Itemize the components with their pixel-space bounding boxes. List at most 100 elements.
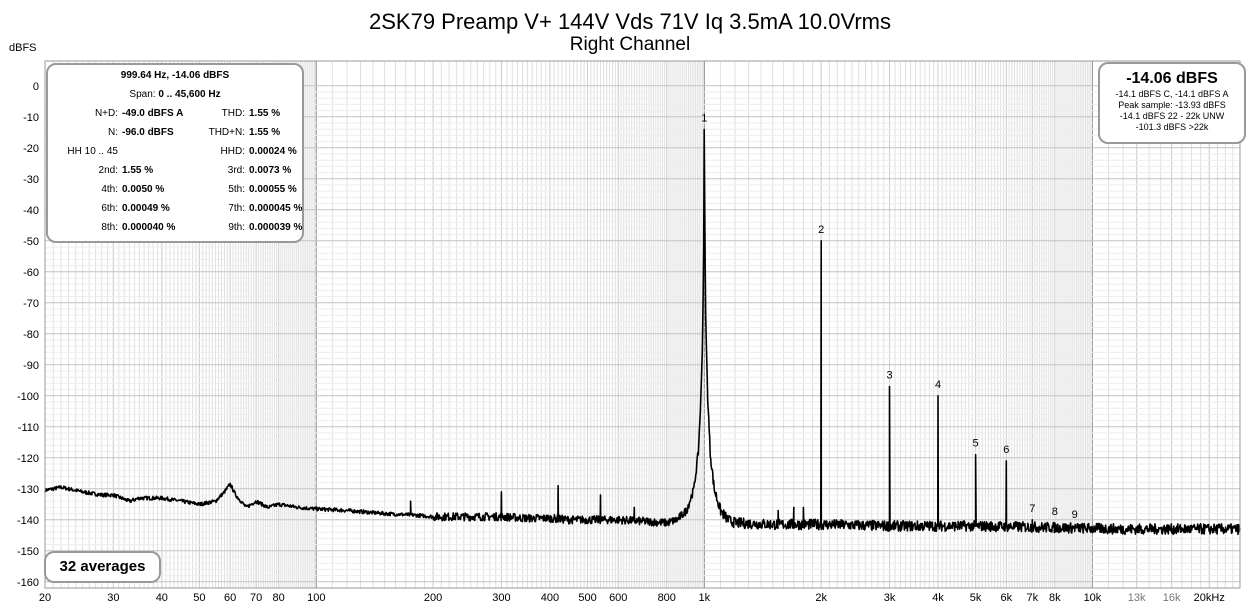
x-tick-label: 30 (107, 592, 119, 604)
x-tick-label: 3k (884, 592, 896, 604)
y-tick-label: 0 (33, 81, 39, 93)
harmonic-label: 9 (1072, 509, 1078, 521)
harmonic-label: 6 (1003, 444, 1009, 456)
x-tick-label: 70 (250, 592, 262, 604)
harmonic-label: 8 (1052, 506, 1058, 518)
stats-value: 1.55 % (249, 108, 281, 119)
x-tick-label: 2k (815, 592, 827, 604)
stats-key: 3rd: (227, 165, 245, 176)
stats-peak-row: 999.64 Hz, -14.06 dBFS (48, 70, 302, 89)
stats-key: N+D: (94, 108, 118, 119)
stats-row: HH 10 .. 45 HHD: 0.00024 % (48, 146, 302, 165)
x-tick-label: 6k (1001, 592, 1013, 604)
stats-row: N: -96.0 dBFS THD+N: 1.55 % (48, 127, 302, 146)
x-tick-label: 800 (658, 592, 676, 604)
x-tick-label: 80 (273, 592, 285, 604)
chart-title: 2SK79 Preamp V+ 144V Vds 71V Iq 3.5mA 10… (369, 9, 891, 34)
y-tick-label: -160 (17, 577, 39, 589)
stats-key: HHD: (220, 146, 245, 157)
harmonic-label: 5 (973, 438, 979, 450)
harmonic-labels: 1 2 3 4 5 6 7 8 9 (701, 112, 1077, 521)
level-panel: -14.06 dBFS -14.1 dBFS C, -14.1 dBFS A P… (1098, 62, 1246, 144)
stats-row: 4th: 0.0050 % 5th: 0.00055 % (48, 184, 302, 203)
x-tick-label: 1k (699, 592, 711, 604)
y-tick-label: -150 (17, 546, 39, 558)
stats-key: THD+N: (208, 127, 245, 138)
spectrum-line (44, 128, 1241, 536)
x-tick-label: 300 (492, 592, 510, 604)
stats-span-row: Span: 0 .. 45,600 Hz (48, 89, 302, 108)
stats-row: 6th: 0.00049 % 7th: 0.000045 % (48, 203, 302, 222)
y-tick-label: -50 (23, 236, 39, 248)
chart-subtitle: Right Channel (569, 34, 691, 55)
harmonic-label: 4 (935, 379, 941, 391)
stats-value: -96.0 dBFS (122, 127, 174, 138)
harmonic-label: 3 (886, 370, 892, 382)
x-tick-label: 5k (970, 592, 982, 604)
stats-key: 5th: (228, 184, 245, 195)
stats-key: 7th: (228, 203, 245, 214)
stats-key: HH 10 .. 45 (67, 146, 118, 157)
x-tick-label: 20kHz (1194, 592, 1225, 604)
level-line-4: -101.3 dBFS >22k (1135, 122, 1209, 132)
x-tick-label: 50 (193, 592, 205, 604)
stats-value: 1.55 % (122, 165, 154, 176)
y-tick-label: -70 (23, 298, 39, 310)
x-tick-label: 40 (156, 592, 168, 604)
stats-value: 0.000040 % (122, 222, 176, 233)
x-tick-label: 20 (39, 592, 51, 604)
y-tick-label: -100 (17, 391, 39, 403)
level-line-3: -14.1 dBFS 22 - 22k UNW (1119, 111, 1225, 121)
y-tick-label: -130 (17, 484, 39, 496)
y-tick-label: -10 (23, 112, 39, 124)
stats-value: 1.55 % (249, 127, 281, 138)
stats-value: 0.00024 % (249, 146, 297, 157)
y-tick-label: -90 (23, 360, 39, 372)
stats-row: 2nd: 1.55 % 3rd: 0.0073 % (48, 165, 302, 184)
level-main: -14.06 dBFS (1126, 70, 1218, 87)
level-line-2: Peak sample: -13.93 dBFS (1118, 100, 1226, 110)
harmonic-label: 1 (701, 112, 707, 124)
y-tick-label: -30 (23, 174, 39, 186)
plot-frame (44, 60, 1241, 589)
stats-value: 0.000039 % (249, 222, 303, 233)
stats-peak: 999.64 Hz, -14.06 dBFS (120, 70, 230, 81)
stats-value: 0.00055 % (249, 184, 297, 195)
y-tick-label: -60 (23, 267, 39, 279)
y-tick-label: -40 (23, 205, 39, 217)
y-tick-label: -20 (23, 143, 39, 155)
spectrum-trace (44, 128, 1241, 536)
harmonic-label: 2 (818, 224, 824, 236)
y-axis-label: dBFS (9, 42, 37, 54)
y-tick-label: -80 (23, 329, 39, 341)
y-tick-labels: 0 -10 -20 -30 -40 -50 -60 -70 -80 -90 -100 -110 -120… (17, 81, 39, 589)
x-tick-label: 4k (932, 592, 944, 604)
y-tick-label: -140 (17, 515, 39, 527)
stats-span-label: Span: (129, 89, 156, 100)
stats-key: 6th: (101, 203, 118, 214)
averages-badge: 32 averages (44, 551, 161, 583)
x-tick-label: 60 (224, 592, 236, 604)
stats-key: THD: (221, 108, 245, 119)
stats-panel: 999.64 Hz, -14.06 dBFS Span: 0 .. 45,600… (46, 63, 304, 243)
x-tick-label: 13k (1128, 592, 1146, 604)
y-tick-label: -120 (17, 453, 39, 465)
stats-value: 0.000045 % (249, 203, 303, 214)
x-tick-label: 500 (578, 592, 596, 604)
x-tick-label: 8k (1049, 592, 1061, 604)
y-tick-label: -110 (18, 422, 39, 434)
stats-row: 8th: 0.000040 % 9th: 0.000039 % (48, 222, 302, 241)
stats-key: 9th: (228, 222, 245, 233)
stats-value: 0.00049 % (122, 203, 170, 214)
stats-span-value: 0 .. 45,600 Hz (158, 89, 221, 100)
stats-key: 8th: (101, 222, 118, 233)
stats-key: 2nd: (98, 165, 118, 176)
stats-value: 0.0073 % (249, 165, 292, 176)
stats-row: N+D: -49.0 dBFS A THD: 1.55 % (48, 108, 302, 127)
x-tick-label: 600 (609, 592, 627, 604)
stats-value: 0.0050 % (122, 184, 165, 195)
x-tick-label: 10k (1084, 592, 1102, 604)
level-line-1: -14.1 dBFS C, -14.1 dBFS A (1115, 89, 1229, 99)
stats-key: 4th: (101, 184, 118, 195)
x-tick-label: 100 (307, 592, 325, 604)
